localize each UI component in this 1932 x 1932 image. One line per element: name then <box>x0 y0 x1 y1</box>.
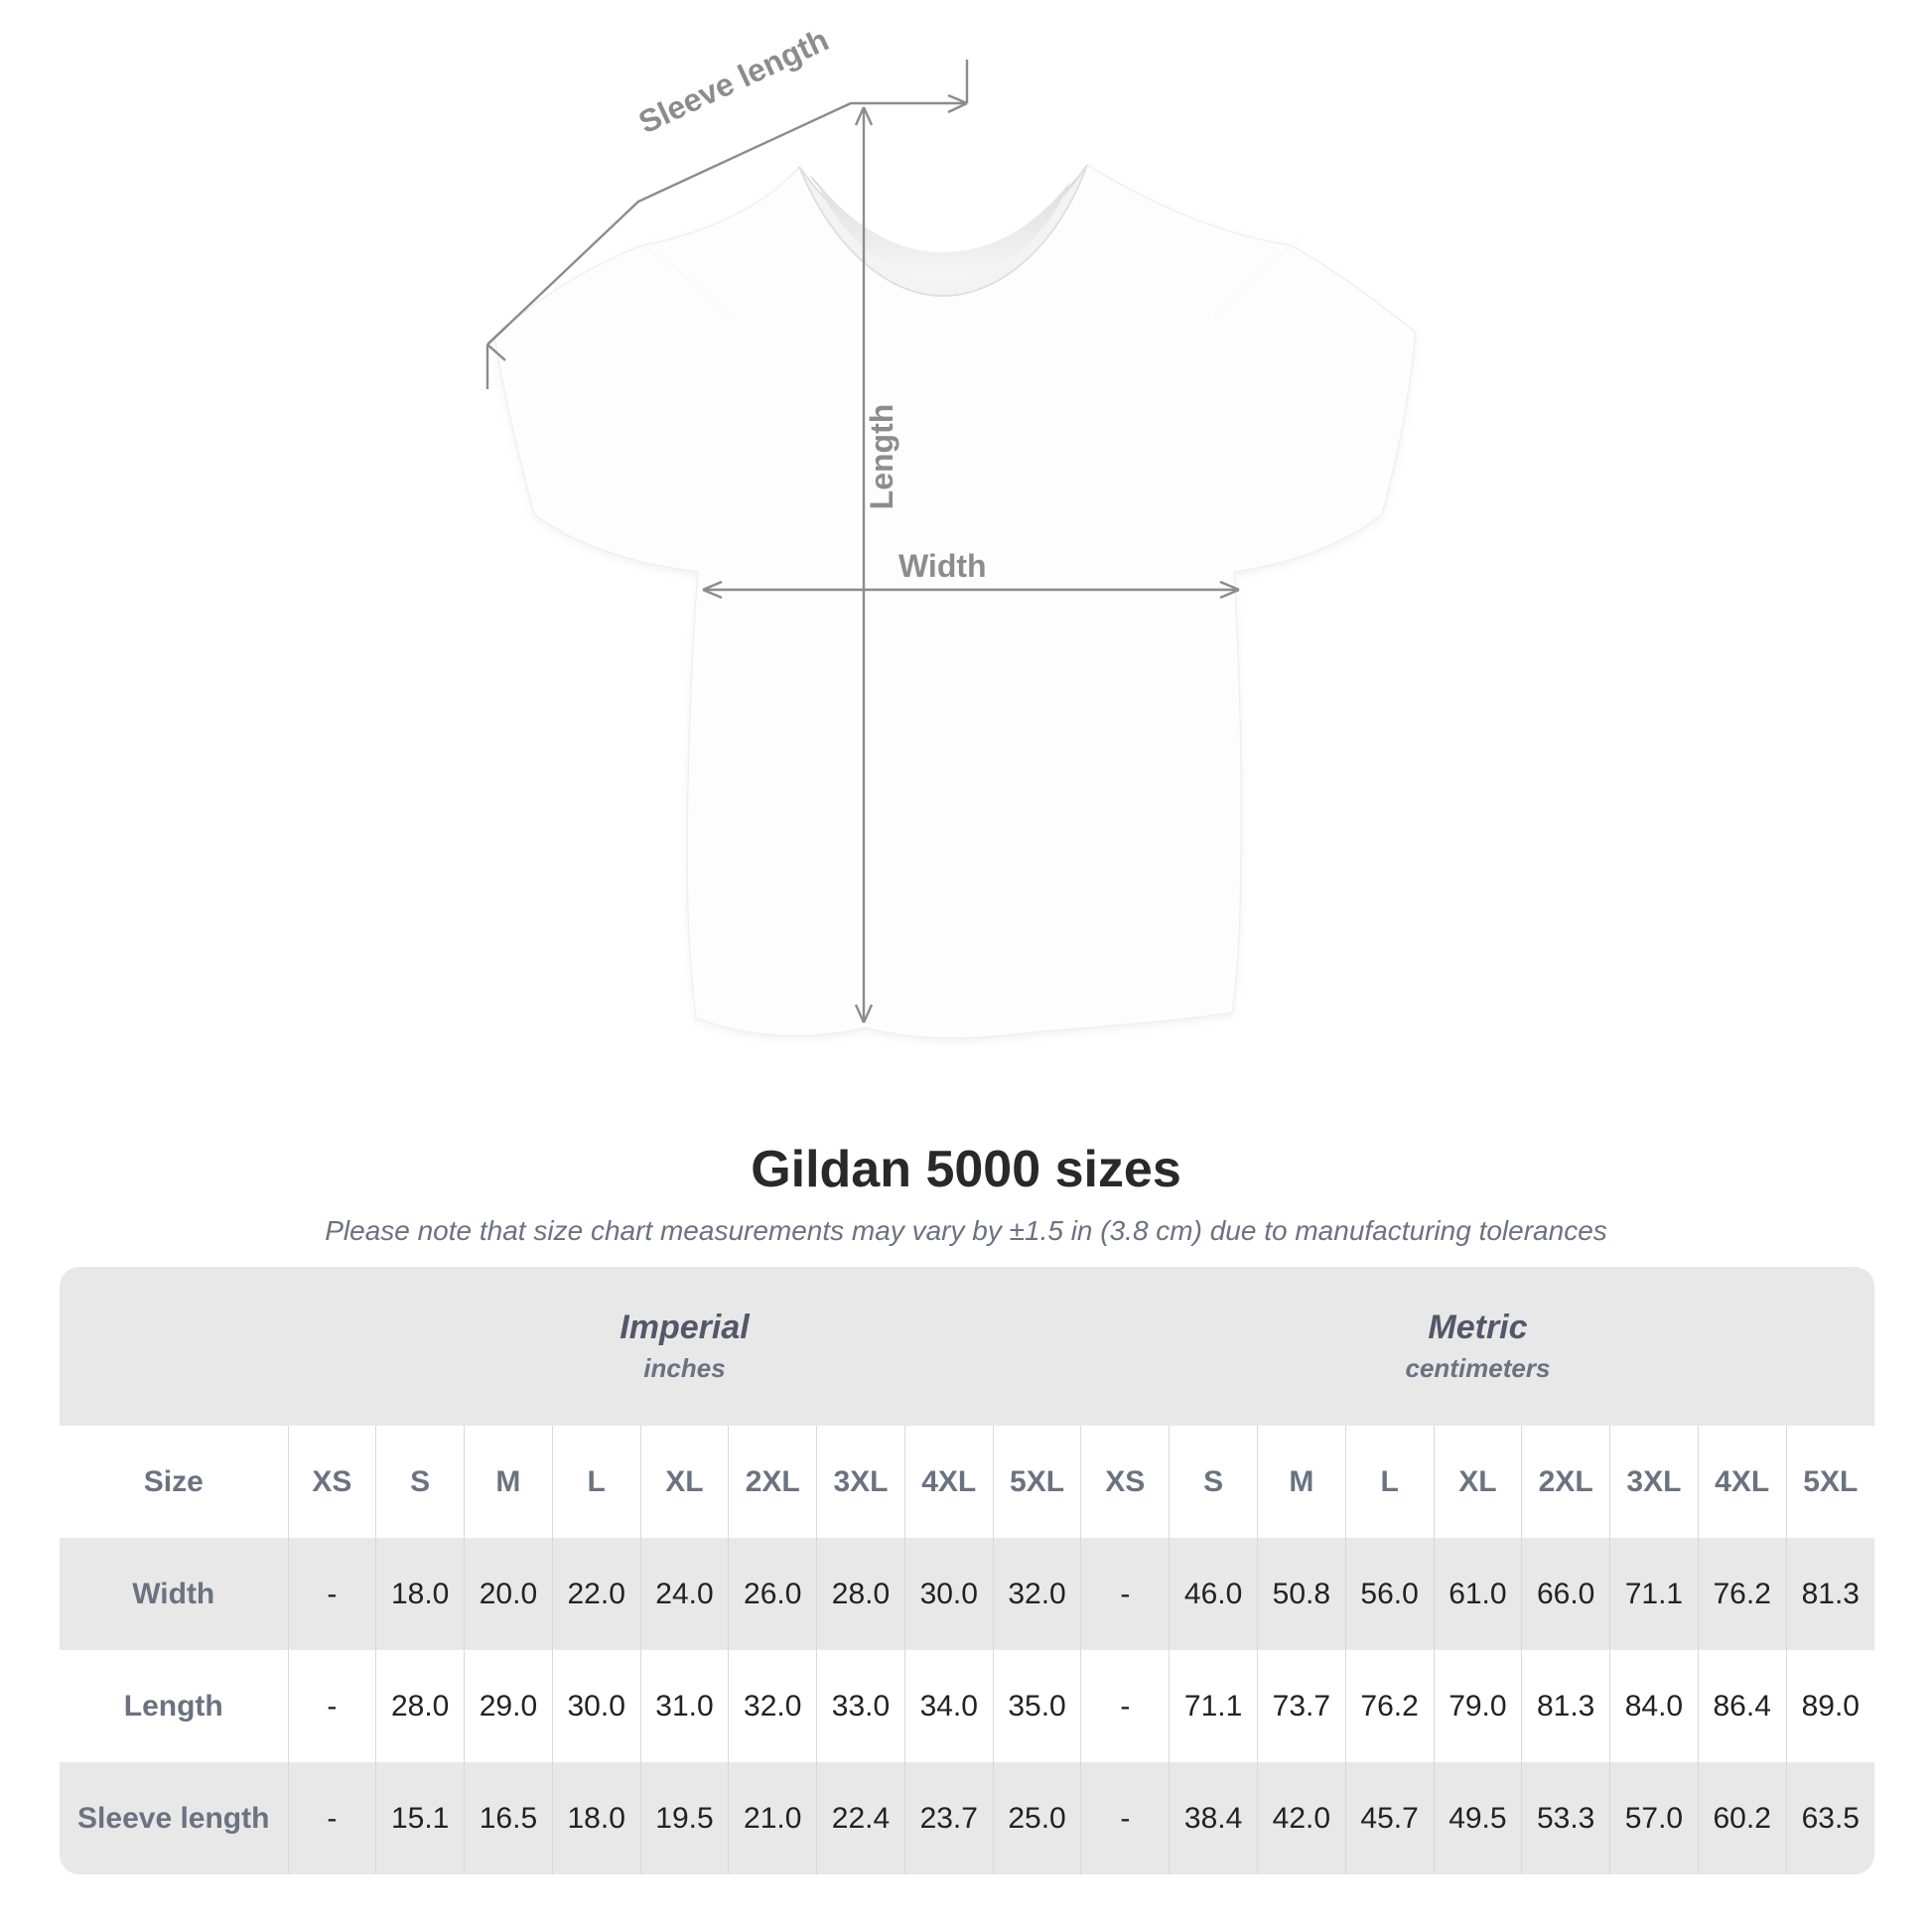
svg-text:Length: Length <box>864 404 899 510</box>
svg-text:Sleeve length: Sleeve length <box>633 22 834 141</box>
svg-text:Width: Width <box>898 548 987 584</box>
